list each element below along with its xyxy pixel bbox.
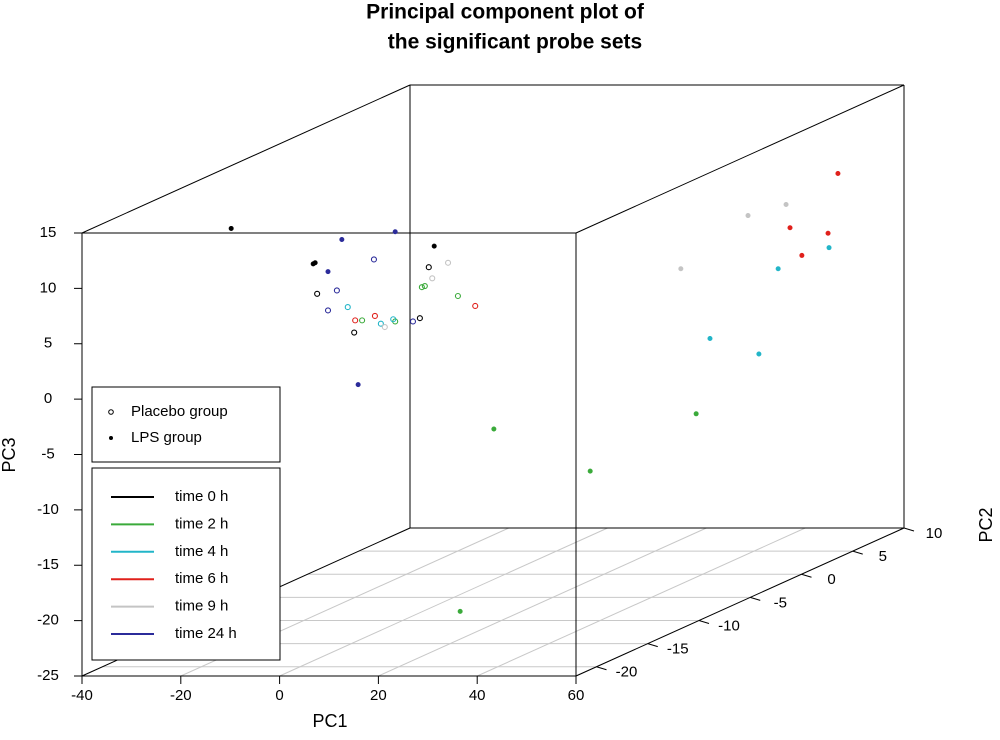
y-tick-label: -20 xyxy=(616,664,638,681)
point xyxy=(339,237,345,243)
point xyxy=(381,323,388,331)
box-edge xyxy=(575,84,905,234)
legend-label: time 4 h xyxy=(175,543,228,560)
legend-label: Placebo group xyxy=(131,403,228,420)
point xyxy=(472,302,479,310)
point xyxy=(431,243,437,249)
y-axis-label: PC2 xyxy=(976,507,996,542)
point xyxy=(491,426,497,432)
z-tick-label: -5 xyxy=(41,445,54,462)
z-tick-label: 15 xyxy=(40,224,57,241)
y-tick-label: -10 xyxy=(718,617,740,634)
z-tick-label: 5 xyxy=(44,335,52,352)
point xyxy=(787,225,793,231)
y-tick-label: -15 xyxy=(667,641,689,658)
grid-line xyxy=(279,527,608,677)
y-tick xyxy=(801,573,812,578)
legend-marker xyxy=(108,409,114,415)
z-tick-label: 0 xyxy=(44,390,52,407)
legend-label: time 6 h xyxy=(175,570,228,587)
grid-line xyxy=(378,527,707,677)
point xyxy=(429,275,436,282)
z-tick-label: -10 xyxy=(37,501,59,518)
x-tick-label: 20 xyxy=(370,687,387,704)
point xyxy=(409,318,417,325)
point xyxy=(351,329,358,336)
y-tick xyxy=(903,527,915,532)
point xyxy=(228,225,234,231)
point xyxy=(371,312,378,319)
legend-marker xyxy=(109,436,113,440)
y-tick-label: -5 xyxy=(774,594,787,611)
point xyxy=(324,307,332,314)
point xyxy=(352,317,359,324)
point xyxy=(799,252,805,258)
legend-box xyxy=(91,467,281,661)
legend-label: time 9 h xyxy=(175,598,228,615)
legend-label: LPS group xyxy=(131,429,202,446)
chart-title: the significant probe sets xyxy=(388,31,642,54)
box-edge xyxy=(81,84,411,234)
point xyxy=(693,411,699,417)
point xyxy=(418,284,425,291)
z-tick-label: -20 xyxy=(37,612,59,629)
y-tick xyxy=(750,596,761,601)
point xyxy=(333,287,340,294)
point xyxy=(359,317,366,324)
point xyxy=(707,335,713,341)
legend-label: time 2 h xyxy=(175,515,228,532)
box-edge xyxy=(575,527,905,677)
x-tick-label: 60 xyxy=(568,687,585,704)
y-tick xyxy=(596,666,607,671)
point xyxy=(392,229,398,235)
y-tick-label: 0 xyxy=(827,571,835,588)
y-tick-label: 10 xyxy=(926,525,943,542)
point xyxy=(370,256,377,263)
legend-box xyxy=(91,386,281,463)
point xyxy=(314,290,321,297)
y-tick xyxy=(852,550,863,555)
legend-label: time 0 h xyxy=(175,488,228,505)
grid-line xyxy=(476,527,806,677)
point xyxy=(425,264,432,271)
point xyxy=(825,230,831,236)
point xyxy=(377,320,384,327)
point xyxy=(678,266,684,272)
point xyxy=(775,266,781,272)
point xyxy=(355,382,361,388)
point xyxy=(312,260,318,266)
x-tick-label: -20 xyxy=(170,687,192,704)
point xyxy=(783,201,789,207)
z-tick-label: -15 xyxy=(37,556,59,573)
point xyxy=(457,608,463,614)
x-tick-label: 0 xyxy=(275,687,283,704)
point xyxy=(587,468,593,474)
point xyxy=(444,259,452,266)
x-axis-label: PC1 xyxy=(312,711,347,731)
y-tick xyxy=(647,643,658,648)
point xyxy=(745,213,751,219)
x-tick-label: 40 xyxy=(469,687,486,704)
point xyxy=(454,292,461,300)
point xyxy=(390,316,397,323)
legend-label: time 24 h xyxy=(175,625,237,642)
point xyxy=(325,269,331,275)
y-tick-label: 5 xyxy=(879,548,887,565)
point xyxy=(756,351,762,357)
point xyxy=(835,170,841,176)
point xyxy=(421,282,428,290)
point xyxy=(826,245,832,251)
chart-title: Principal component plot of xyxy=(366,1,645,24)
z-tick-label: -25 xyxy=(37,667,59,684)
z-axis-label: PC3 xyxy=(0,437,19,472)
point xyxy=(416,315,423,322)
point xyxy=(344,304,351,311)
x-tick-label: -40 xyxy=(71,687,93,704)
z-tick-label: 10 xyxy=(40,279,57,296)
y-tick xyxy=(698,620,710,624)
